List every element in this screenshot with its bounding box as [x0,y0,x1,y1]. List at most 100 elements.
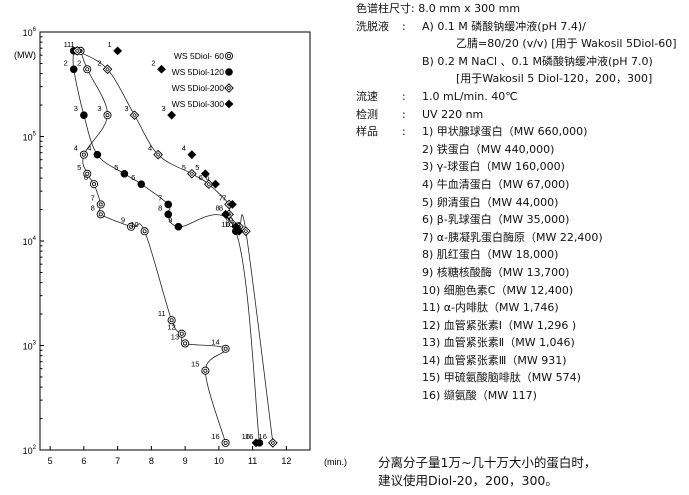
chart-legend: WS 5Diol- 60 WS 5Diol-120 WS 5Diol-200 WS 5… [172,51,234,109]
data-point-inner [105,113,110,118]
data-point-inner [223,346,228,351]
data-point [227,199,237,209]
legend-marker [224,51,234,61]
data-point [221,344,230,353]
point-label: 9 [229,216,233,225]
y-tick-label: 104 [23,236,37,247]
data-point-inner [105,66,110,72]
point-label: 3 [124,104,128,113]
recommendation-note: 分离分子量1万~几十万大小的蛋白时， 建议使用Diol-20，200，300。 [378,454,596,490]
legend-label: WS 5Diol-200 [172,83,225,93]
point-label: 15 [191,360,199,369]
flow-label: 流速 [356,89,378,103]
data-point [153,149,163,160]
point-label: 8 [158,203,162,212]
point-label: 10 [221,220,229,229]
eluent-row: 洗脱液: A) 0.1 M 磷酸钠缓冲液(pH 7.4)/ [356,18,689,36]
data-point [96,210,105,219]
data-point-inner [132,112,137,118]
column-size-label: 色谱柱尺寸: [356,2,415,15]
sample-item: 4) 牛血清蛋白（MW 67,000) [422,177,570,191]
eluent-b-line1: B) 0.2 M NaCl 、0.1 M磷酸钠缓冲液(pH 7.0) [422,54,653,68]
point-label: 16 [245,432,253,441]
point-label: 2 [97,58,101,67]
data-point-inner [74,48,80,54]
legend-marker [224,83,234,93]
data-point [140,227,149,236]
sample-item: 2) 铁蛋白（MW 440,000) [422,142,555,156]
point-label: 16 [259,432,267,441]
flow-value: 1.0 mL/min. 40℃ [422,89,518,103]
plot-frame [39,31,311,451]
detection-value: UV 220 nm [422,107,484,121]
data-point-inner [203,368,208,373]
data-point [187,150,197,160]
point-label: 6 [131,173,135,182]
point-label: 10 [130,220,138,229]
point-label: 4 [182,144,186,153]
point-label: 8 [215,203,219,212]
point-label: 10 [225,220,233,229]
point-label: 7 [222,193,226,202]
data-point [120,169,129,178]
data-point [268,438,278,448]
point-label: 6 [199,173,203,182]
data-point-inner [183,341,188,346]
data-point [181,339,190,348]
sample-item: 12) 血管紧张素Ⅰ（MW 1,296 ) [422,318,577,332]
sample-item: 8) 肌红蛋白（MW 18,000) [422,248,559,262]
data-point [80,111,88,119]
detection-label: 检测 [356,107,378,121]
point-label: 13 [171,332,179,341]
data-point-inner [243,228,249,234]
data-point [83,169,92,178]
data-point-inner [169,318,174,323]
point-label: 6 [205,173,209,182]
x-tick-label: 9 [183,456,188,466]
data-point [79,150,88,159]
flow-row: 流速:1.0 mL/min. 40℃ [356,88,689,106]
point-label: 3 [74,104,78,113]
note-line-2: 建议使用Diol-20，200，300。 [378,473,558,488]
point-label: 9 [226,216,230,225]
data-point [177,329,186,338]
point-label: 3 [97,104,101,113]
point-label: 14 [211,338,219,347]
data-point-inner [81,152,86,157]
sample-item: 5) 卵清蛋白（MW 44,000) [422,195,559,209]
legend-marker-inner [226,85,232,91]
point-label: 1 [70,40,74,49]
point-label: 7 [91,193,95,202]
sample-item: 9) 核糖核酸酶（MW 13,700) [422,265,570,279]
eluent-a-line1: A) 0.1 M 磷酸钠缓冲液(pH 7.4)/ [422,19,586,33]
data-point [164,210,173,219]
data-point [69,65,78,74]
data-point-inner [206,181,212,187]
sample-item: 13) 血管紧张素Ⅱ（MW 1,046) [422,336,575,350]
data-point-inner [129,224,134,229]
sample-item: 11) α-内啡肽（MW 1,746) [422,301,559,315]
column-size-value: 8.0 mm x 300 mm [418,2,521,15]
data-point [200,169,210,179]
data-point-inner [223,440,228,445]
sample-item: 16) 缬氨酸（MW 117) [422,389,537,403]
point-label: 8 [91,203,95,212]
data-point [127,222,136,231]
data-point-inner [179,331,184,336]
sample-item: 3) γ-球蛋白（MW 160,000) [422,160,565,174]
point-label: 7 [158,193,162,202]
data-point [103,111,112,120]
series-curve [80,50,227,443]
note-line-1: 分离分子量1万~几十万大小的蛋白时， [378,455,597,470]
data-points: 1234567891011121314151612345678910161234… [64,40,278,448]
data-point [72,46,82,56]
y-tick-label: 106 [23,27,37,38]
data-point [251,438,261,448]
data-point-inner [85,67,90,72]
point-label: 1 [107,40,111,49]
data-point-inner [155,152,161,157]
point-label: 4 [87,144,91,153]
legend-marker-inner [226,54,231,59]
data-point [164,200,173,209]
